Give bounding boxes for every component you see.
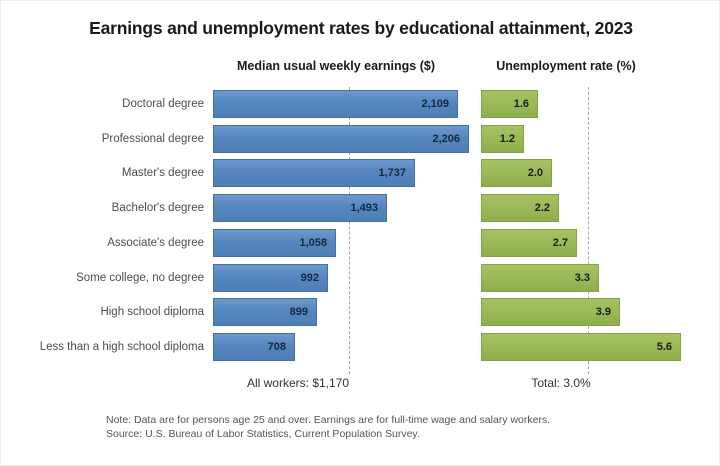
category-label: Associate's degree [107, 236, 204, 249]
unemployment-value: 2.2 [534, 202, 550, 215]
earnings-reference-label: All workers: $1,170 [246, 376, 350, 390]
chart-row: Doctoral degree 2,109 1.6 [1, 90, 719, 118]
category-label: Doctoral degree [122, 98, 204, 110]
unemployment-column-header: Unemployment rate (%) [496, 59, 636, 73]
unemployment-bar: 2.7 [481, 228, 577, 257]
earnings-reference-line [349, 87, 350, 374]
chart-row: Associate's degree 1,058 2.7 [1, 228, 719, 257]
chart-row: Less than a high school diploma 708 5.6 [1, 332, 719, 361]
earnings-bar: 1,737 [213, 159, 415, 188]
chart-source: Source: U.S. Bureau of Labor Statistics,… [106, 428, 420, 440]
unemployment-reference-label: Total: 3.0% [531, 376, 591, 390]
earnings-value: 1,493 [350, 202, 378, 215]
unemployment-value: 1.2 [499, 132, 515, 145]
unemployment-bar: 3.3 [481, 263, 599, 292]
earnings-bar: 708 [213, 332, 295, 361]
unemployment-bar: 1.6 [481, 90, 538, 118]
category-label: Master's degree [121, 167, 204, 180]
unemployment-value: 2.0 [527, 167, 543, 180]
unemployment-value: 2.7 [552, 236, 568, 249]
unemployment-bar: 5.6 [481, 332, 681, 361]
chart-row: Master's degree 1,737 2.0 [1, 159, 719, 188]
unemployment-value: 3.9 [595, 306, 611, 319]
chart-title: Earnings and unemployment rates by educa… [89, 18, 633, 38]
earnings-value: 1,737 [378, 167, 406, 180]
earnings-bar: 899 [213, 298, 317, 327]
chart-row: Bachelor's degree 1,493 2.2 [1, 194, 719, 223]
chart-row: High school diploma 899 3.9 [1, 298, 719, 327]
earnings-bar: 992 [213, 263, 328, 292]
category-label: Bachelor's degree [111, 202, 204, 215]
category-label: Professional degree [101, 132, 204, 145]
earnings-column-header: Median usual weekly earnings ($) [237, 59, 435, 73]
earnings-bar: 1,058 [213, 228, 336, 257]
unemployment-bar: 3.9 [481, 298, 620, 327]
unemployment-value: 1.6 [513, 98, 529, 110]
earnings-value: 899 [289, 306, 308, 319]
earnings-value: 708 [267, 340, 286, 353]
unemployment-bar: 1.2 [481, 124, 524, 153]
unemployment-value: 3.3 [574, 271, 590, 284]
unemployment-value: 5.6 [656, 340, 672, 353]
unemployment-reference-line [588, 87, 589, 374]
unemployment-bar: 2.2 [481, 194, 559, 223]
earnings-bar: 2,206 [213, 124, 469, 153]
earnings-value: 1,058 [299, 236, 327, 249]
earnings-value: 992 [300, 271, 319, 284]
category-label: High school diploma [100, 306, 204, 319]
earnings-value: 2,206 [432, 132, 460, 145]
earnings-bar: 2,109 [213, 90, 458, 118]
chart-row: Professional degree 2,206 1.2 [1, 124, 719, 153]
category-label: Some college, no degree [76, 271, 204, 284]
earnings-bar: 1,493 [213, 194, 387, 223]
earnings-value: 2,109 [421, 98, 449, 110]
category-label: Less than a high school diploma [39, 340, 204, 353]
unemployment-bar: 2.0 [481, 159, 552, 188]
chart-row: Some college, no degree 992 3.3 [1, 263, 719, 292]
chart-note: Note: Data are for persons age 25 and ov… [106, 414, 551, 426]
